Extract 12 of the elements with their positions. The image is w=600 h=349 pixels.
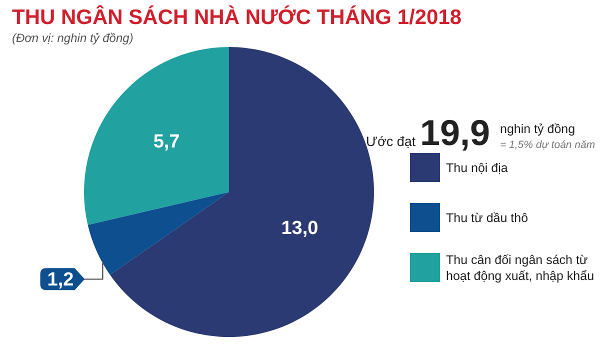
data-label: 1,2: [47, 269, 74, 290]
chart-title: THU NGÂN SÁCH NHÀ NƯỚC THÁNG 1/2018: [12, 6, 462, 30]
text: Ước đạt: [366, 134, 416, 149]
data-label: 13,0: [281, 218, 318, 240]
data-label: 5,7: [153, 132, 180, 153]
legend-label: Thu nội địa: [446, 160, 508, 176]
text: nghin tỷ đồng: [500, 122, 576, 136]
legend-label: Thu cân đối ngân sách từ hoạt động xuất, nhập khẩu: [446, 252, 596, 284]
chart-subtitle: (Đơn vị: nghin tỷ đồng): [12, 31, 134, 45]
text: 19,9: [420, 112, 490, 154]
text: = 1,5% dự toán năm: [500, 139, 596, 151]
legend-label: Thu từ dầu thô: [446, 210, 528, 226]
